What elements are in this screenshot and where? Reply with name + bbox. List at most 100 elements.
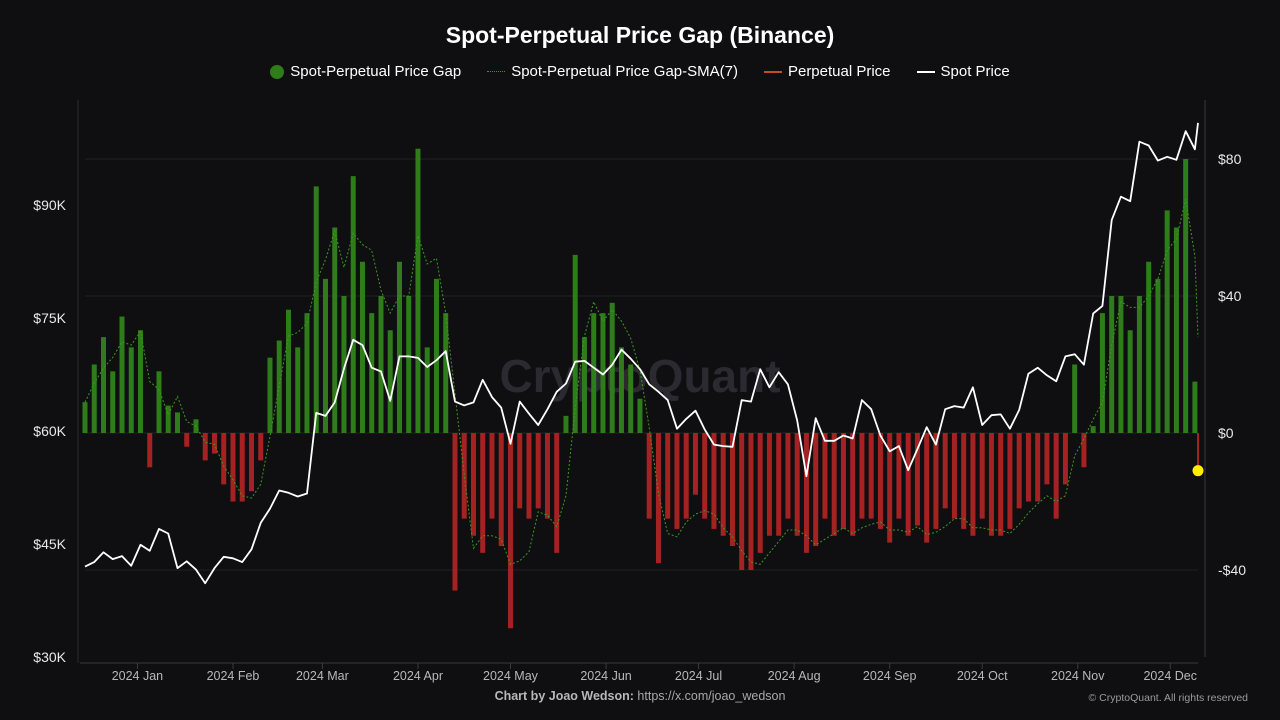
gap-bar-negative [683,433,689,519]
gap-bar-positive [618,347,624,433]
legend-label: Perpetual Price [787,63,891,80]
gap-bar-negative [1081,433,1087,468]
gap-bar-positive [1164,210,1170,433]
chart-title: Spot-Perpetual Price Gap (Binance) [445,22,835,48]
spot-price-line [84,122,1199,585]
gap-bar-positive [406,296,412,433]
gap-bar-positive [424,347,430,433]
gap-bar-negative [896,433,902,519]
legend-item-spot-price[interactable]: Spot Price [916,63,1010,80]
x-axis-tick-label: 2024 Jun [580,669,631,683]
gap-bar-positive [591,313,597,433]
gap-bar-negative [766,433,772,536]
gap-bar-negative [498,433,504,547]
gap-bar-negative [535,433,541,509]
gap-bar-positive [563,415,569,433]
legend-item-sma[interactable]: Spot-Perpetual Price Gap-SMA(7) [487,63,738,80]
gap-bar-negative [933,433,939,529]
gap-bar-negative [757,433,763,553]
gap-bar-positive [350,176,356,433]
gap-bar-positive [304,313,310,433]
gap-bar-negative [646,433,652,519]
right-axis-tick-label: -$40 [1218,562,1246,578]
x-axis-tick-label: 2024 Jan [112,669,163,683]
gap-bar-positive [82,402,88,433]
green-dot-icon [270,64,285,79]
gap-bar-positive [1155,278,1161,433]
gap-bar-negative [554,433,560,553]
gap-bar-negative [924,433,930,543]
gap-bar-positive [443,313,449,433]
gap-bar-negative [544,433,550,519]
gap-bar-negative [711,433,717,529]
gap-bar-negative [776,433,782,536]
gap-bar-negative [813,433,819,547]
right-axis-tick-label: $80 [1218,151,1242,167]
x-axis-tick-label: 2024 Apr [393,669,443,683]
gap-bar-positive [378,296,384,433]
white-line-icon [916,70,935,73]
gap-bar-positive [581,337,587,433]
left-axis-tick-label: $90K [33,197,66,213]
x-axis-tick-label: 2024 Feb [207,669,260,683]
gap-bar-negative [1007,433,1013,529]
gap-bar-positive [110,371,116,433]
legend-label: Spot-Perpetual Price Gap [290,63,462,80]
gap-bar-positive [128,347,134,433]
gap-bar-negative [877,433,883,529]
gap-bar-positive [433,278,439,433]
gap-bar-positive [1090,426,1096,433]
left-axis-tick-label: $75K [33,310,66,326]
gap-bar-negative [970,433,976,536]
gap-bar-negative [785,433,791,519]
orange-line-icon [763,70,782,73]
gap-bar-negative [729,433,735,547]
gap-bar-positive [1109,296,1115,433]
gap-bar-negative [803,433,809,553]
gap-bar-positive [1127,330,1133,433]
x-axis-tick-label: 2024 Sep [863,669,917,683]
gap-bar-negative [665,433,671,519]
gap-bar-positive [628,364,634,433]
gap-bar-negative [1062,433,1068,485]
gap-bar-positive [267,357,273,433]
gap-bar-negative [859,433,865,519]
gap-bar-negative [822,433,828,519]
gap-bar-negative [248,433,254,492]
gap-bar-negative [1053,433,1059,519]
gap-bar-negative [461,433,467,519]
gap-bar-negative [914,433,920,526]
right-axis-tick-label: $40 [1218,288,1242,304]
x-axis-tick-label: 2024 Mar [296,669,349,683]
gap-bar-negative [887,433,893,543]
gap-bar-negative [517,433,523,509]
x-axis-tick-label: 2024 Aug [768,669,821,683]
watermark: CryptoQuant [499,350,780,402]
gap-bar-negative [840,433,846,529]
gap-bar-negative [184,433,190,447]
x-axis-tick-label: 2024 May [483,669,539,683]
legend-item-price-gap[interactable]: Spot-Perpetual Price Gap [270,63,461,80]
gap-bar-positive [119,316,125,433]
gap-bar-positive [572,254,578,433]
gap-bar-negative [998,433,1004,536]
legend-item-perpetual-price[interactable]: Perpetual Price [763,63,891,80]
gap-bar-negative [1035,433,1041,502]
gap-bar-positive [341,296,347,433]
gap-bar-positive [1136,296,1142,433]
gap-bar-negative [961,433,967,529]
legend-label: Spot Price [940,63,1010,80]
gap-bar-negative [452,433,458,591]
last-value-marker [1192,465,1204,477]
gap-bar-positive [322,278,328,433]
gap-bar-positive [174,412,180,433]
gap-bar-positive [137,330,143,433]
gap-bar-positive [285,309,291,433]
gap-bar-negative [831,433,837,536]
copyright: © CryptoQuant. All rights reserved [1088,692,1248,704]
credit-link[interactable]: https://x.com/joao_wedson [637,689,786,703]
gap-bar-positive [165,405,171,433]
gap-bar-positive [1183,159,1189,433]
legend: Spot-Perpetual Price Gap Spot-Perpetual … [0,63,1280,80]
